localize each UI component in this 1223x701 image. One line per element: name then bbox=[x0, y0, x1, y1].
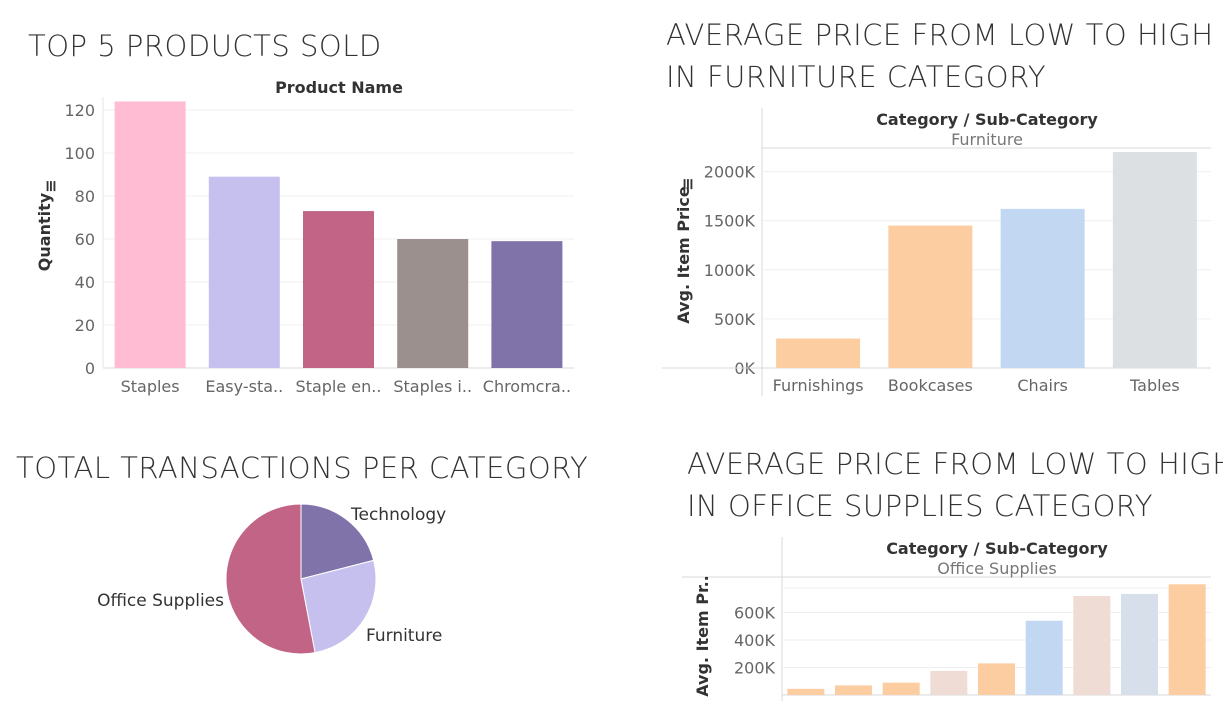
furniture-bar bbox=[888, 225, 973, 368]
sort-icon: ≡ bbox=[41, 179, 60, 192]
furniture-x-tick: Chairs bbox=[1017, 376, 1067, 395]
office-bar bbox=[835, 685, 872, 695]
pie-slice-label: Furniture bbox=[366, 626, 442, 646]
office-header: Category / Sub-Category bbox=[886, 539, 1108, 558]
office-title-line1: AVERAGE PRICE FROM LOW TO HIGH bbox=[687, 447, 1223, 481]
furniture-y-axis-label: Avg. Item Price bbox=[674, 186, 693, 324]
top5-bar bbox=[114, 101, 186, 368]
top5-x-tick: Staple en.. bbox=[296, 377, 382, 396]
top5-y-tick: 40 bbox=[75, 273, 95, 292]
furniture-bar bbox=[1000, 208, 1085, 368]
office-bar bbox=[1073, 596, 1111, 695]
top5-y-tick: 100 bbox=[64, 144, 95, 163]
furniture-bar bbox=[776, 338, 861, 368]
office-bar bbox=[1168, 584, 1206, 695]
office-category-label: Office Supplies bbox=[937, 559, 1056, 578]
top5-y-axis-label: Quantity bbox=[35, 192, 54, 271]
top5-y-tick: 0 bbox=[85, 359, 95, 378]
furniture-title-line2: IN FURNITURE CATEGORY bbox=[666, 60, 1047, 94]
top5-x-tick: Easy-sta.. bbox=[205, 377, 283, 396]
top5-y-tick: 120 bbox=[64, 101, 95, 120]
office-bar bbox=[930, 670, 968, 695]
office-bar bbox=[882, 682, 920, 695]
pie-slice bbox=[225, 503, 316, 655]
office-title-line2: IN OFFICE SUPPLIES CATEGORY bbox=[687, 489, 1153, 523]
top5-title: TOP 5 PRODUCTS SOLD bbox=[28, 29, 382, 63]
furniture-header: Category / Sub-Category bbox=[876, 110, 1098, 129]
office-bar bbox=[787, 688, 825, 695]
top5-x-tick: Staples bbox=[121, 377, 180, 396]
furniture-bar bbox=[1112, 151, 1197, 368]
office-bar bbox=[978, 663, 1015, 695]
pie-slice-label: Technology bbox=[350, 505, 446, 525]
furniture-y-tick: 2000K bbox=[704, 163, 756, 182]
top5-bar bbox=[491, 241, 563, 368]
office-y-axis-label: Avg. Item Pr.. bbox=[693, 575, 712, 697]
furniture-title-line1: AVERAGE PRICE FROM LOW TO HIGH bbox=[666, 18, 1214, 52]
furniture-category-label: Furniture bbox=[951, 130, 1023, 149]
top5-bar bbox=[303, 211, 374, 368]
office-y-tick: 600K bbox=[734, 604, 776, 623]
pie-slice-label: Office Supplies bbox=[97, 591, 224, 611]
top5-y-tick: 20 bbox=[75, 316, 95, 335]
furniture-y-tick: 1500K bbox=[704, 212, 756, 231]
furniture-x-tick: Tables bbox=[1129, 376, 1180, 395]
furniture-y-tick: 1000K bbox=[704, 261, 756, 280]
top5-column-header: Product Name bbox=[275, 78, 403, 97]
furniture-x-tick: Bookcases bbox=[888, 376, 973, 395]
top5-bar bbox=[208, 176, 280, 368]
furniture-y-tick: 500K bbox=[714, 310, 756, 329]
top5-y-tick: 60 bbox=[75, 230, 95, 249]
top5-x-tick: Chromcra.. bbox=[483, 377, 571, 396]
office-y-tick: 200K bbox=[734, 659, 776, 678]
transactions-title: TOTAL TRANSACTIONS PER CATEGORY bbox=[16, 451, 589, 485]
office-y-tick: 400K bbox=[734, 631, 776, 650]
office-bar bbox=[1121, 593, 1158, 695]
top5-x-tick: Staples i.. bbox=[393, 377, 472, 396]
top5-bar bbox=[397, 239, 469, 368]
office-bar bbox=[1025, 620, 1063, 695]
pie-slice bbox=[300, 503, 375, 580]
furniture-x-tick: Furnishings bbox=[773, 376, 864, 395]
top5-y-tick: 80 bbox=[75, 187, 95, 206]
pie-slice bbox=[300, 559, 377, 654]
sort-icon: ≡ bbox=[678, 177, 697, 190]
